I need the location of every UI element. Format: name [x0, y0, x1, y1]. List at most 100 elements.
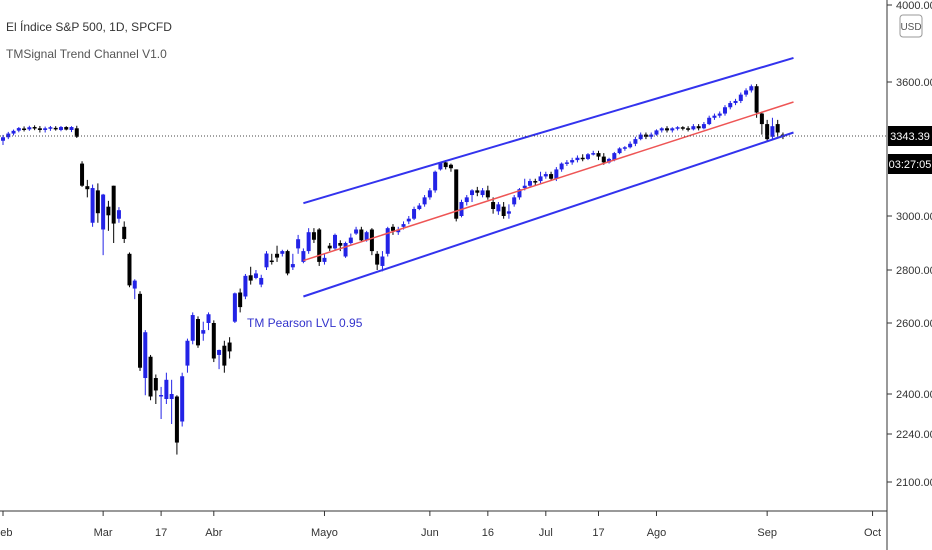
price-axis[interactable]: 4000.00 3600.00 3000.00 2800.00 2600.00 2400.… [887, 0, 932, 489]
candle-body [127, 253, 132, 286]
channel-mid-line [303, 101, 794, 262]
candle [380, 251, 385, 272]
candle [680, 126, 685, 131]
candle [348, 233, 353, 245]
x-tick-label: Mar [94, 527, 113, 539]
x-tick-label: Feb [0, 527, 12, 539]
candle-body [638, 134, 643, 140]
candle [259, 274, 264, 288]
candle [686, 126, 691, 132]
candle [665, 126, 670, 133]
candle [169, 379, 174, 424]
candle [232, 292, 237, 323]
candle-body [412, 209, 417, 219]
candle-body [401, 224, 406, 227]
candle [206, 312, 211, 331]
candle [580, 154, 585, 162]
candle [385, 226, 390, 257]
time-axis[interactable]: Feb Mar 17 Abr Mayo Jun 16 Jul 17 Ago Sep Oct [0, 511, 881, 539]
indicator-legend: TMSignal Trend Channel V1.0 [6, 47, 167, 61]
x-tick-label: Ago [647, 527, 667, 539]
currency-button[interactable]: USD [899, 14, 923, 38]
chart-legend-title: El Índice S&P 500, 1D, SPCFD [6, 20, 172, 34]
candle-body [32, 127, 37, 129]
candle [180, 372, 185, 427]
candle-body [712, 115, 717, 118]
candle [296, 234, 301, 254]
candle [327, 243, 332, 252]
candle [211, 320, 216, 363]
candle-body [591, 153, 596, 155]
candle [243, 273, 248, 300]
candle [301, 248, 306, 264]
candle [475, 186, 480, 197]
candle [306, 228, 311, 254]
channel-upper-line [303, 56, 794, 205]
candle-body [417, 205, 422, 210]
candle [159, 386, 164, 419]
x-tick-label: 16 [482, 527, 494, 539]
candle [138, 291, 143, 371]
candle [11, 129, 16, 136]
candle-body [443, 162, 448, 168]
candle [90, 184, 95, 227]
candle-body [559, 163, 564, 170]
candle-body [11, 130, 16, 134]
candle [280, 249, 285, 257]
trend-channel-layer [303, 56, 794, 298]
candle-body [396, 229, 401, 233]
candle-body [696, 126, 701, 129]
candle [37, 125, 42, 133]
candle-body [206, 314, 211, 323]
candle [491, 197, 496, 214]
candle [354, 226, 359, 235]
candle [122, 221, 127, 243]
candle [143, 330, 148, 396]
candle-body [517, 189, 522, 198]
candle [638, 132, 643, 141]
candle [659, 127, 664, 133]
candle [533, 178, 538, 186]
candle-body [733, 100, 738, 104]
x-tick-label: Sep [757, 527, 777, 539]
x-tick-label: Jun [421, 527, 439, 539]
candle [696, 124, 701, 131]
candle [512, 195, 517, 207]
candle-body [253, 273, 258, 278]
candle-body [501, 206, 506, 216]
candle-body [264, 253, 269, 268]
candle [575, 155, 580, 163]
candle-body [185, 340, 190, 366]
candle [654, 129, 659, 136]
candle [759, 111, 764, 135]
candle-body [633, 139, 638, 144]
candle [707, 115, 712, 126]
candle [633, 136, 638, 147]
candle-body [512, 197, 517, 205]
candle [559, 162, 564, 172]
candle [722, 105, 727, 116]
candles-layer [1, 84, 785, 455]
candle-body [201, 330, 206, 334]
candle-body [222, 345, 227, 366]
candle-body [622, 147, 627, 149]
candle-body [596, 153, 601, 157]
candle [422, 195, 427, 207]
candle [201, 321, 206, 341]
candle [222, 340, 227, 373]
candle-body [680, 127, 685, 129]
candle [27, 125, 32, 131]
candle-body [243, 275, 248, 297]
candle-body [190, 315, 195, 341]
candle-body [496, 204, 501, 212]
candle-body [301, 251, 306, 262]
candle-body [116, 210, 121, 219]
candle-body [654, 130, 659, 135]
candle-body [575, 157, 580, 161]
candle-body [659, 128, 664, 131]
candle-body [427, 190, 432, 198]
candle-body [285, 251, 290, 274]
candle-body [506, 211, 511, 214]
candle [549, 171, 554, 182]
